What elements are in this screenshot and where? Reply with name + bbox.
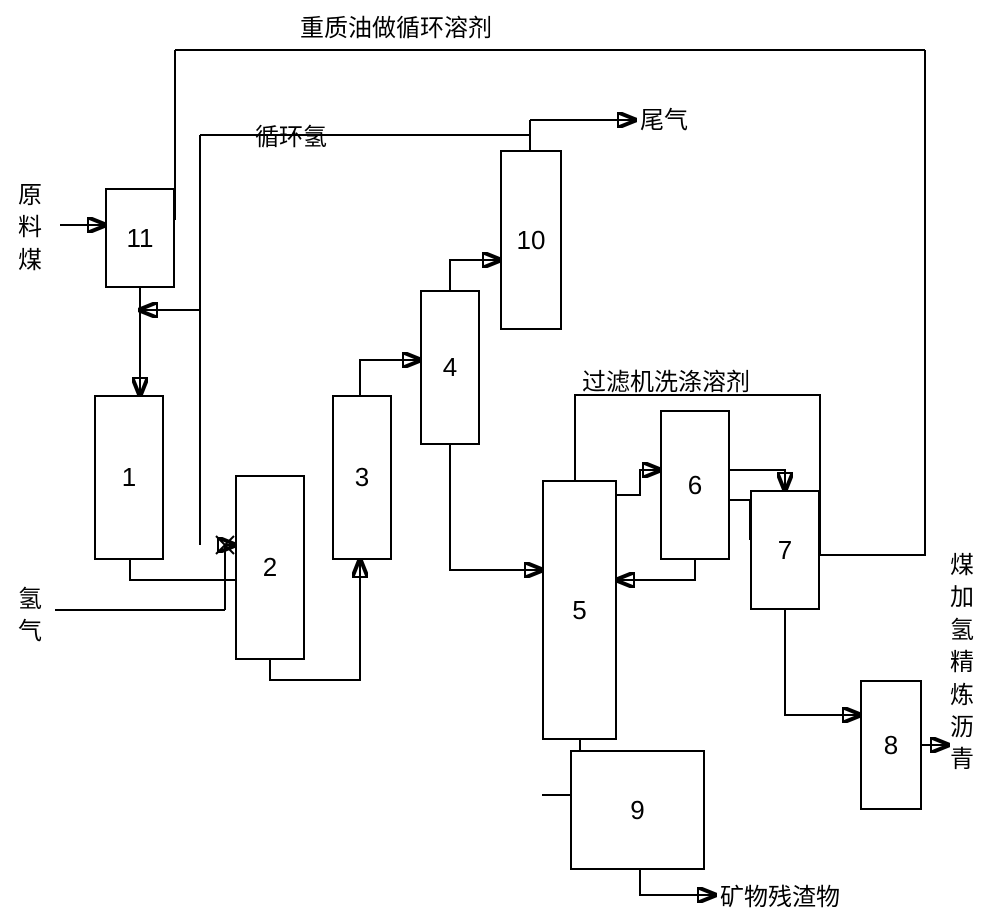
node-label-n8: 8 <box>884 730 898 761</box>
node-n7: 7 <box>750 490 820 610</box>
node-label-n4: 4 <box>443 352 457 383</box>
label-recycle_h: 循环氢 <box>255 125 327 150</box>
node-n1: 1 <box>94 395 164 560</box>
edge-cross-x <box>216 536 234 554</box>
node-n3: 3 <box>332 395 392 560</box>
label-product: 煤 加 氢 精 炼 沥 青 <box>950 550 974 777</box>
edge-6-to-5bot <box>617 560 695 580</box>
node-n11: 11 <box>105 188 175 288</box>
node-label-n5: 5 <box>572 595 586 626</box>
node-label-n6: 6 <box>688 470 702 501</box>
edge-9-residue <box>640 870 715 895</box>
edge-5-to-6 <box>617 470 660 495</box>
node-n5: 5 <box>542 480 617 740</box>
node-n4: 4 <box>420 290 480 445</box>
node-n6: 6 <box>660 410 730 560</box>
label-hydrogen: 氢 气 <box>18 584 42 649</box>
node-label-n7: 7 <box>778 535 792 566</box>
edge-6-to-7 <box>730 500 750 540</box>
node-n2: 2 <box>235 475 305 660</box>
node-n10: 10 <box>500 150 562 330</box>
node-label-n2: 2 <box>263 552 277 583</box>
edge-1-down-right <box>130 560 235 580</box>
edge-3-to-4 <box>360 360 420 395</box>
edge-h2-join <box>225 545 235 610</box>
edge-4-to-5 <box>450 445 542 570</box>
label-filter_solvent: 过滤机洗涤溶剂 <box>582 370 750 395</box>
edge-7-to-8 <box>785 610 860 715</box>
node-label-n9: 9 <box>630 795 644 826</box>
node-label-n11: 11 <box>127 223 154 254</box>
node-label-n10: 10 <box>517 225 546 256</box>
label-title_top: 重质油做循环溶剂 <box>300 16 492 41</box>
label-raw_coal: 原 料 煤 <box>18 180 42 277</box>
label-residue: 矿物残渣物 <box>720 885 840 910</box>
label-tail_gas: 尾气 <box>640 108 688 133</box>
node-n8: 8 <box>860 680 922 810</box>
edge-heavy-oil <box>820 50 925 555</box>
edge-4-to-10 <box>450 260 500 290</box>
node-label-n3: 3 <box>355 462 369 493</box>
edge-6r-to-7 <box>730 470 785 490</box>
node-label-n1: 1 <box>122 462 136 493</box>
node-n9: 9 <box>570 750 705 870</box>
